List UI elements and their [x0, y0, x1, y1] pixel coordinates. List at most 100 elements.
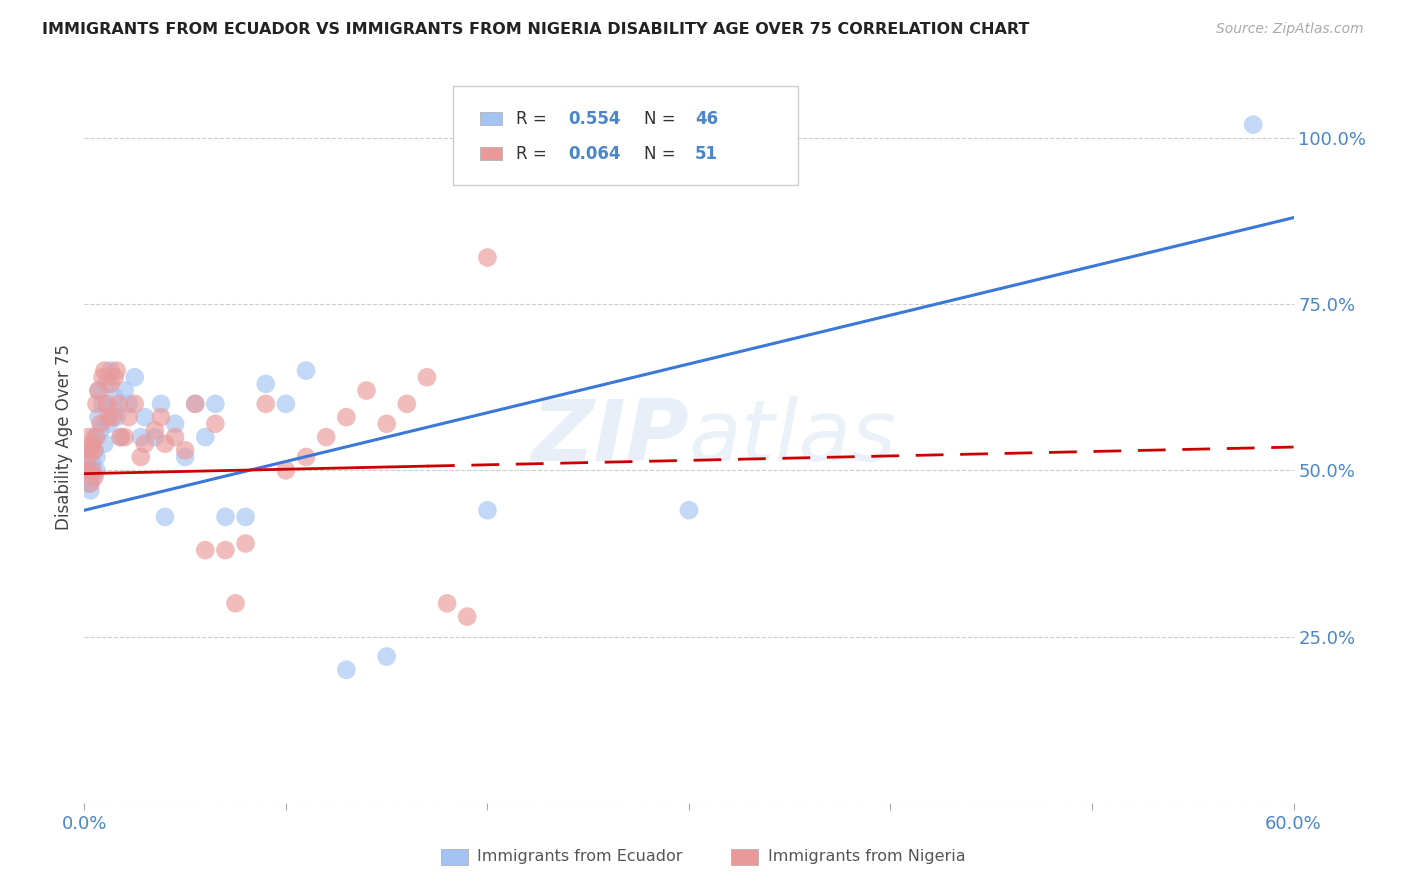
- Point: [86, 430, 108, 444]
- Point: [153, 436, 176, 450]
- Point: [315, 430, 337, 444]
- Point: [678, 503, 700, 517]
- FancyBboxPatch shape: [453, 86, 797, 185]
- Point: [87, 384, 110, 398]
- Text: Immigrants from Nigeria: Immigrants from Nigeria: [768, 849, 965, 864]
- Point: [100, 363, 122, 377]
- Point: [82, 457, 104, 471]
- Point: [97, 410, 120, 425]
- FancyBboxPatch shape: [479, 147, 502, 161]
- FancyBboxPatch shape: [479, 112, 502, 125]
- Point: [194, 430, 217, 444]
- Point: [86, 463, 108, 477]
- Point: [477, 251, 499, 265]
- Text: atlas: atlas: [689, 395, 897, 479]
- Point: [75, 463, 97, 477]
- Text: Immigrants from Ecuador: Immigrants from Ecuador: [478, 849, 683, 864]
- FancyBboxPatch shape: [441, 849, 468, 865]
- Point: [105, 363, 128, 377]
- Point: [274, 397, 297, 411]
- Text: Source: ZipAtlas.com: Source: ZipAtlas.com: [1216, 22, 1364, 37]
- Point: [77, 443, 100, 458]
- Point: [214, 509, 236, 524]
- Text: 0.554: 0.554: [568, 110, 620, 128]
- Point: [101, 403, 124, 417]
- Point: [134, 410, 156, 425]
- Point: [79, 483, 101, 498]
- Point: [110, 430, 132, 444]
- Point: [83, 430, 105, 444]
- Point: [83, 443, 105, 458]
- Point: [83, 443, 105, 458]
- Point: [96, 397, 118, 411]
- Point: [204, 397, 226, 411]
- Point: [149, 397, 172, 411]
- Point: [143, 430, 166, 444]
- Text: 46: 46: [695, 110, 718, 128]
- Point: [174, 450, 197, 464]
- Point: [79, 476, 101, 491]
- Text: N =: N =: [644, 145, 681, 163]
- Point: [114, 384, 136, 398]
- Point: [77, 476, 100, 491]
- Point: [107, 397, 129, 411]
- Point: [79, 450, 101, 464]
- Point: [149, 410, 172, 425]
- Point: [134, 436, 156, 450]
- Point: [96, 376, 118, 391]
- Point: [295, 363, 318, 377]
- Point: [129, 430, 152, 444]
- Text: IMMIGRANTS FROM ECUADOR VS IMMIGRANTS FROM NIGERIA DISABILITY AGE OVER 75 CORREL: IMMIGRANTS FROM ECUADOR VS IMMIGRANTS FR…: [42, 22, 1029, 37]
- Point: [91, 397, 114, 411]
- Point: [235, 536, 257, 550]
- Point: [100, 376, 122, 391]
- Point: [436, 596, 458, 610]
- Point: [114, 430, 136, 444]
- Text: R =: R =: [516, 110, 553, 128]
- Point: [335, 663, 357, 677]
- Point: [124, 397, 146, 411]
- Point: [225, 596, 247, 610]
- Point: [124, 370, 146, 384]
- Point: [93, 363, 115, 377]
- Point: [184, 397, 207, 411]
- Text: N =: N =: [644, 110, 681, 128]
- Point: [79, 443, 101, 458]
- Point: [91, 370, 114, 384]
- Point: [194, 543, 217, 558]
- Point: [456, 609, 478, 624]
- Point: [89, 424, 111, 438]
- Point: [110, 430, 132, 444]
- Point: [274, 463, 297, 477]
- Point: [375, 417, 398, 431]
- Point: [104, 390, 127, 404]
- Point: [93, 436, 115, 450]
- Point: [395, 397, 418, 411]
- Point: [101, 410, 124, 425]
- Point: [75, 463, 97, 477]
- Text: ZIP: ZIP: [531, 395, 689, 479]
- Point: [184, 397, 207, 411]
- Text: 51: 51: [695, 145, 718, 163]
- Point: [416, 370, 439, 384]
- Point: [143, 424, 166, 438]
- Point: [86, 450, 108, 464]
- Text: 0.064: 0.064: [568, 145, 620, 163]
- Point: [77, 450, 100, 464]
- Point: [295, 450, 318, 464]
- Point: [204, 417, 226, 431]
- Point: [165, 430, 187, 444]
- Point: [82, 436, 104, 450]
- Point: [153, 509, 176, 524]
- Point: [86, 397, 108, 411]
- Point: [174, 443, 197, 458]
- Point: [375, 649, 398, 664]
- Point: [77, 430, 100, 444]
- Point: [87, 410, 110, 425]
- Point: [118, 397, 141, 411]
- Point: [477, 503, 499, 517]
- Point: [83, 470, 105, 484]
- Point: [89, 417, 111, 431]
- Point: [165, 417, 187, 431]
- Point: [118, 410, 141, 425]
